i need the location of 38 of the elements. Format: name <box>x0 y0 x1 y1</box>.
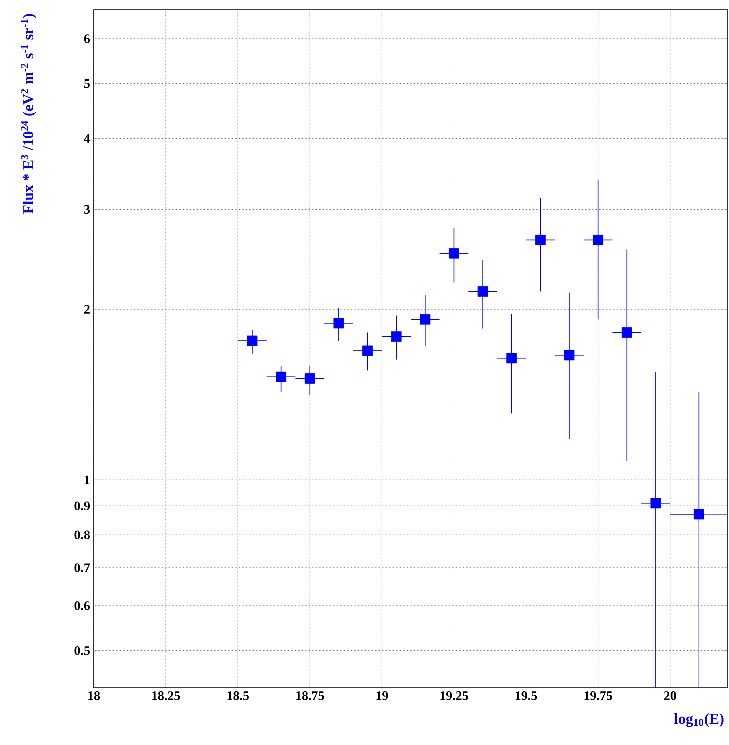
x-tick-label: 18 <box>88 692 100 700</box>
x-tick-label: 18.5 <box>228 692 249 700</box>
point <box>449 248 460 259</box>
y-tick-label: 3 <box>84 205 90 214</box>
point <box>593 235 604 246</box>
x-tick-label: 18.25 <box>152 692 180 700</box>
text: Flux * E$^{3}$ /10$^{24}$ (eV$^{2}$ m$^{-2}$ s$^{-1}$ sr$^{-1}$) <box>21 14 37 214</box>
y-tick-label: 2 <box>84 305 90 314</box>
y-tick-label: 0.6 <box>74 602 90 610</box>
x-tick-label: 19.5 <box>516 692 538 700</box>
point <box>564 350 575 361</box>
x-tick-label: 20 <box>664 692 676 700</box>
x-tick-label: 19 <box>376 692 388 700</box>
y-tick-label: 6 <box>84 34 90 44</box>
y-tick-label: 5 <box>84 80 90 88</box>
y-tick-label: 4 <box>84 134 90 144</box>
point <box>506 353 518 364</box>
y-tick-label: 1 <box>85 476 90 484</box>
x-tick-label: 19.25 <box>440 692 468 700</box>
x-tick-label: 19.75 <box>584 692 612 700</box>
point <box>391 332 402 342</box>
point <box>334 318 344 329</box>
y-tick-label: 0.9 <box>74 502 90 511</box>
y-tick-label: 0.7 <box>74 564 90 572</box>
point <box>420 314 431 325</box>
x-tick-label: 18.75 <box>296 692 324 700</box>
point <box>650 498 662 509</box>
point <box>694 509 704 520</box>
point <box>362 346 373 356</box>
point <box>276 372 287 382</box>
y-tick-label: 0.5 <box>74 646 90 656</box>
point <box>535 235 546 246</box>
point <box>622 328 632 338</box>
point <box>247 336 258 346</box>
point <box>304 374 316 384</box>
x-axis-title: log$_{10}$(E) <box>674 714 724 728</box>
y-tick-label: 0.8 <box>74 530 90 540</box>
point <box>478 286 488 297</box>
